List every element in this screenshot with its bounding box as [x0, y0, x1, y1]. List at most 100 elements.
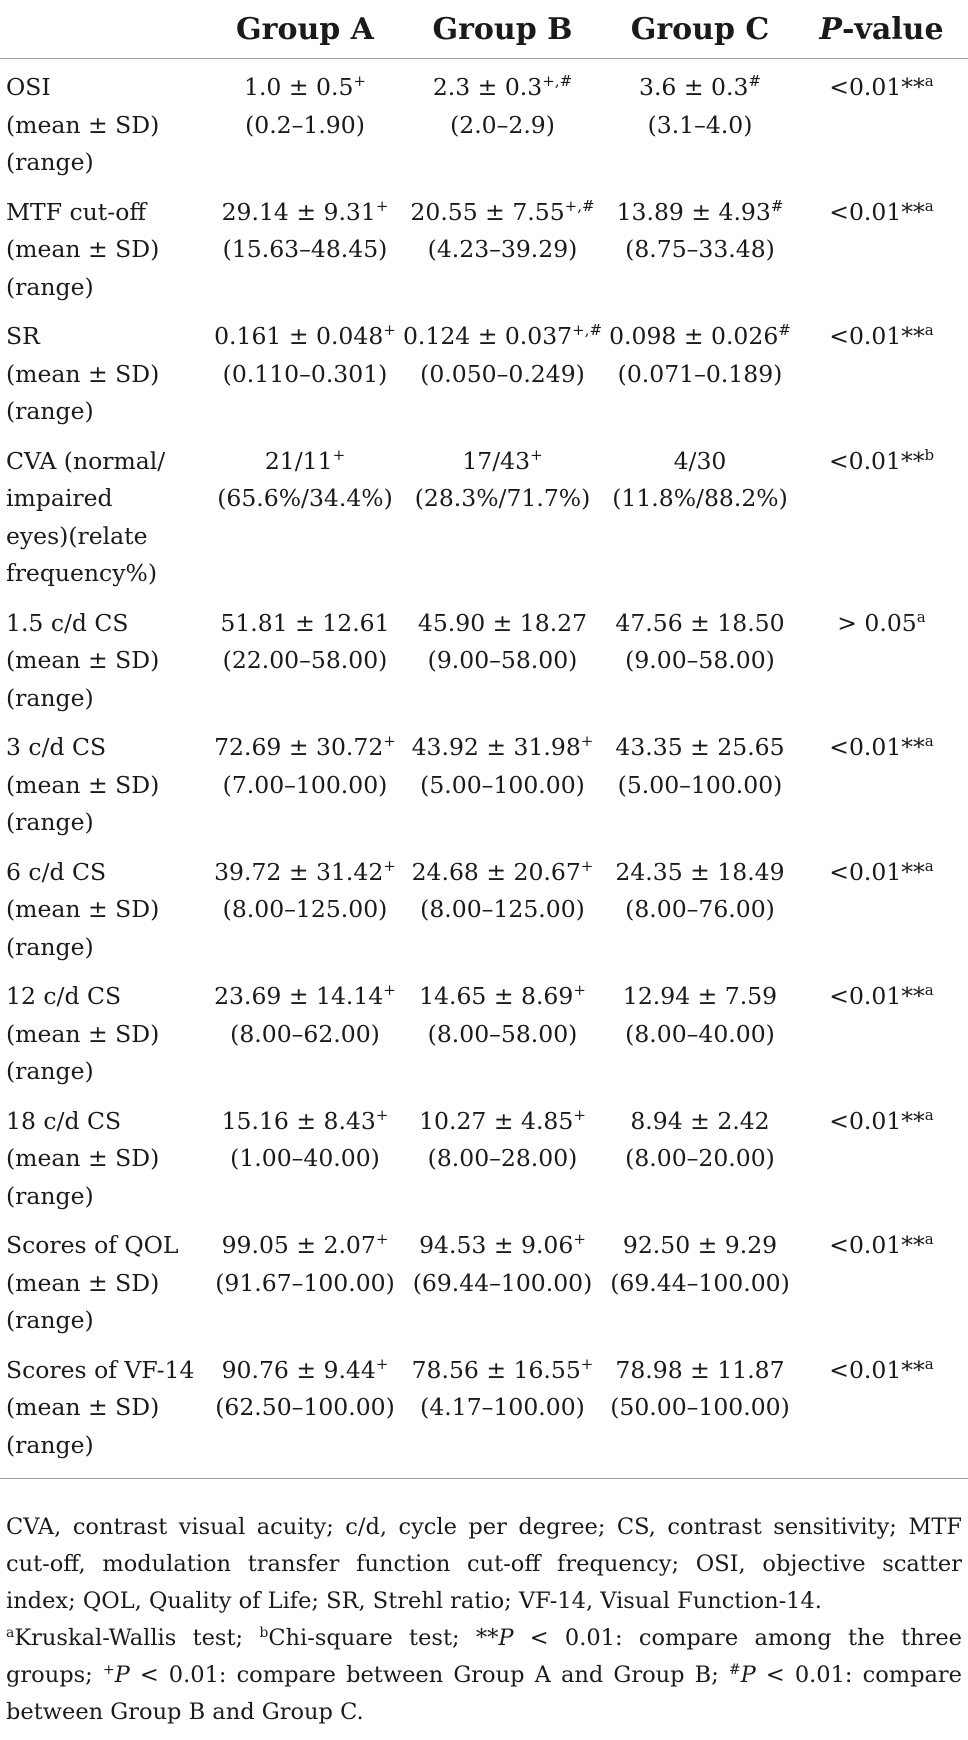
p-value-cell: > 0.05a	[795, 605, 968, 730]
mean-value: 39.72 ± 31.42	[214, 857, 384, 886]
significance-mark: +	[573, 981, 586, 999]
mean-value: 78.56 ± 16.55	[411, 1355, 581, 1384]
group-a-mean: 1.0 ± 0.5+	[210, 69, 400, 107]
footnotes: aKruskal-Wallis test; bChi-square test; …	[6, 1620, 962, 1731]
significance-mark: +,#	[572, 321, 603, 339]
row-label-line: Scores of VF-14	[6, 1355, 195, 1384]
significance-mark: +	[332, 445, 346, 464]
group-b-mean: 94.53 ± 9.06+	[400, 1227, 605, 1265]
mean-value: 24.68 ± 20.67	[411, 857, 581, 886]
row-label-line: Scores of QOL	[6, 1231, 179, 1259]
group-a-range: (22.00–58.00)	[222, 646, 388, 674]
group-b-cell: 24.68 ± 20.67+ (8.00–125.00)	[400, 854, 605, 979]
p-value-cell: <0.01**a	[795, 1351, 968, 1479]
group-c-cell: 4/30 (11.8%/88.2%)	[605, 443, 795, 605]
p-value: <0.01**a	[795, 978, 968, 1016]
row-label: 18 c/d CS (mean ± SD) (range)	[0, 1103, 210, 1228]
group-a-cell: 99.05 ± 2.07+ (91.67–100.00)	[210, 1227, 400, 1352]
group-b-range: (8.00–28.00)	[427, 1144, 578, 1172]
significance-mark: +	[375, 1354, 389, 1373]
mean-value: 47.56 ± 18.50	[615, 608, 785, 637]
p-value-cell: <0.01**a	[795, 978, 968, 1103]
header-variable	[0, 0, 210, 59]
group-c-cell: 78.98 ± 11.87 (50.00–100.00)	[605, 1351, 795, 1479]
mean-value: 10.27 ± 4.85	[419, 1106, 574, 1135]
group-c-cell: 0.098 ± 0.026# (0.071–0.189)	[605, 318, 795, 443]
table-row: 6 c/d CS (mean ± SD) (range) 39.72 ± 31.42+…	[0, 854, 968, 979]
significance-mark: #	[748, 72, 761, 90]
group-a-cell: 29.14 ± 9.31+ (15.63–48.45)	[210, 194, 400, 319]
group-c-range: (8.00–40.00)	[625, 1019, 775, 1048]
group-a-mean: 15.16 ± 8.43+	[210, 1103, 400, 1141]
p-value-text: <0.01**	[829, 197, 925, 226]
table-row: MTF cut-off (mean ± SD) (range) 29.14 ± 9.3…	[0, 194, 968, 319]
p-value-text: <0.01**	[829, 1106, 925, 1135]
row-label-line: impaired	[6, 484, 113, 512]
group-a-mean: 0.161 ± 0.048+	[210, 318, 400, 356]
p-value-cell: <0.01**b	[795, 443, 968, 605]
mean-value: 2.3 ± 0.3	[432, 73, 543, 101]
table-body: OSI (mean ± SD) (range) 1.0 ± 0.5+ (0.2–1.90…	[0, 59, 968, 1479]
row-label-line: frequency%)	[6, 559, 157, 587]
test-mark: a	[924, 732, 934, 750]
mean-value: 0.161 ± 0.048	[214, 322, 384, 350]
test-mark: a	[924, 1354, 934, 1373]
group-c-mean: 8.94 ± 2.42	[605, 1103, 795, 1141]
group-a-mean: 29.14 ± 9.31+	[210, 194, 400, 232]
group-b-mean: 43.92 ± 31.98+	[400, 729, 605, 767]
group-b-range: (9.00–58.00)	[427, 646, 578, 674]
table-row: 3 c/d CS (mean ± SD) (range) 72.69 ± 30.72+…	[0, 729, 968, 854]
group-c-range: (3.1–4.0)	[647, 110, 753, 139]
group-a-range: (1.00–40.00)	[230, 1144, 380, 1172]
group-c-range: (69.44–100.00)	[610, 1268, 790, 1297]
mean-value: 3.6 ± 0.3	[639, 73, 749, 101]
group-a-range: (0.2–1.90)	[245, 110, 365, 139]
p-value: <0.01**a	[795, 1352, 968, 1390]
group-a-cell: 15.16 ± 8.43+ (1.00–40.00)	[210, 1103, 400, 1228]
group-b-mean: 24.68 ± 20.67+	[400, 854, 605, 892]
group-b-mean: 14.65 ± 8.69+	[400, 978, 605, 1016]
footnote-mark: a	[6, 1625, 15, 1641]
group-c-cell: 12.94 ± 7.59 (8.00–40.00)	[605, 978, 795, 1103]
p-value: <0.01**a	[795, 1227, 968, 1265]
footnote-mark: b	[259, 1625, 269, 1641]
test-mark: a	[924, 1230, 934, 1248]
row-label-line: (mean ± SD)	[6, 359, 160, 388]
group-a-range: (62.50–100.00)	[215, 1393, 395, 1421]
group-c-mean: 43.35 ± 25.65	[605, 729, 795, 767]
row-label: Scores of QOL (mean ± SD) (range)	[0, 1227, 210, 1352]
table-row: 18 c/d CS (mean ± SD) (range) 15.16 ± 8.43+…	[0, 1103, 968, 1228]
mean-value: 24.35 ± 18.49	[615, 857, 785, 886]
test-mark: a	[924, 72, 934, 90]
group-a-range: (8.00–125.00)	[222, 895, 388, 923]
significance-mark: +,#	[564, 196, 595, 215]
row-label-line: 6 c/d CS	[6, 857, 107, 886]
row-label-line: (mean ± SD)	[6, 770, 160, 799]
mean-value: 1.0 ± 0.5	[244, 73, 354, 101]
p-value: <0.01**b	[795, 443, 968, 481]
group-b-mean: 17/43+	[400, 443, 605, 481]
group-c-mean: 13.89 ± 4.93#	[605, 194, 795, 232]
group-c-range: (9.00–58.00)	[625, 646, 775, 674]
group-c-mean: 92.50 ± 9.29	[605, 1227, 795, 1265]
footnote-text: Chi-square test; **	[268, 1625, 499, 1651]
group-b-mean: 10.27 ± 4.85+	[400, 1103, 605, 1141]
significance-mark: +	[375, 196, 389, 215]
significance-mark: +,#	[542, 72, 573, 90]
group-a-mean: 39.72 ± 31.42+	[210, 854, 400, 892]
significance-mark: +	[383, 732, 396, 750]
table-row: SR (mean ± SD) (range) 0.161 ± 0.048+ (0.110…	[0, 318, 968, 443]
row-label: Scores of VF-14 (mean ± SD) (range)	[0, 1351, 210, 1479]
group-a-cell: 21/11+ (65.6%/34.4%)	[210, 443, 400, 605]
table-header: Group A Group B Group C P-value	[0, 0, 968, 59]
group-b-range: (8.00–125.00)	[420, 895, 585, 923]
group-b-cell: 10.27 ± 4.85+ (8.00–28.00)	[400, 1103, 605, 1228]
p-value-cell: <0.01**a	[795, 854, 968, 979]
p-value-cell: <0.01**a	[795, 318, 968, 443]
row-label-line: MTF cut-off	[6, 197, 147, 226]
p-value-text: > 0.05	[837, 608, 917, 637]
test-mark: a	[924, 856, 934, 875]
row-label-line: (range)	[6, 397, 94, 425]
mean-value: 12.94 ± 7.59	[622, 982, 778, 1010]
p-value: <0.01**a	[795, 729, 968, 767]
